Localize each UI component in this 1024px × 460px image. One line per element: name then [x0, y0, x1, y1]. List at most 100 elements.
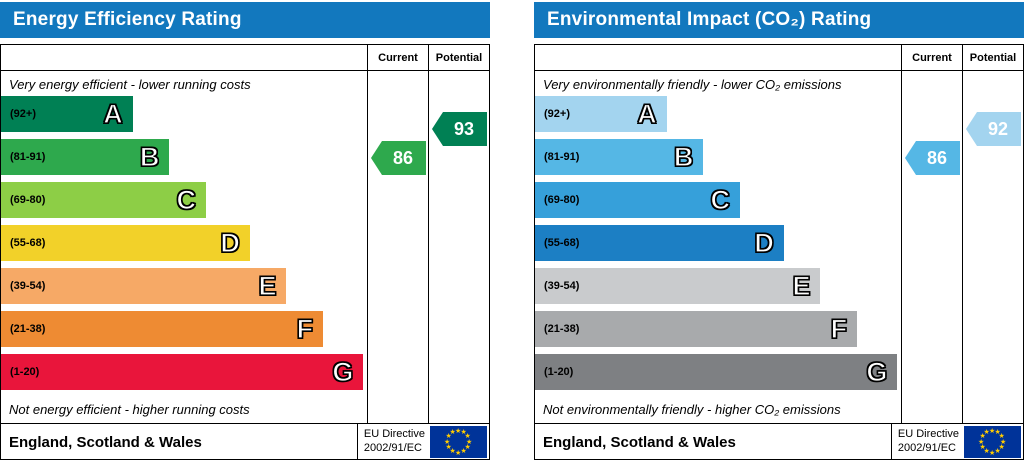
- eu-flag-star: ★: [455, 449, 462, 457]
- column-header-spacer: [1, 45, 367, 70]
- eu-directive-group: EU Directive 2002/91/EC ★ ★ ★ ★ ★ ★ ★ ★ ★ ★ ★ ★: [356, 424, 489, 460]
- eu-directive-line1: EU Directive: [363, 428, 425, 441]
- eu-flag-star: ★: [989, 449, 996, 457]
- band-row: (21-38) F: [1, 311, 367, 354]
- top-note: Very energy efficient - lower running co…: [9, 77, 251, 92]
- epc-chart: Energy Efficiency Rating Current Potenti…: [0, 0, 490, 460]
- band-B: (81-91) B: [535, 139, 704, 175]
- band-area: Very energy efficient - lower running co…: [1, 71, 367, 423]
- eu-flag-star: ★: [994, 428, 1001, 436]
- eu-directive-label: EU Directive 2002/91/EC: [364, 428, 425, 456]
- band-row: (39-54) E: [535, 268, 901, 311]
- chart-title: Environmental Impact (CO₂) Rating: [547, 9, 872, 30]
- chart-header: Environmental Impact (CO₂) Rating: [534, 2, 1024, 38]
- band-range-label: (69-80): [544, 194, 580, 206]
- current-column-header: Current: [901, 45, 962, 70]
- band-range-label: (21-38): [10, 323, 46, 335]
- potential-rating-arrow: 93: [432, 112, 487, 146]
- band-row: (92+) A: [1, 96, 367, 139]
- band-letter: B: [139, 141, 160, 172]
- band-E: (39-54) E: [535, 268, 821, 304]
- eu-flag-star: ★: [989, 427, 996, 435]
- eu-flag-star: ★: [449, 428, 456, 436]
- current-rating-column: 86: [901, 71, 962, 423]
- eu-flag-icon: ★ ★ ★ ★ ★ ★ ★ ★ ★ ★ ★ ★: [964, 426, 1021, 458]
- band-row: (69-80) C: [535, 182, 901, 225]
- band-letter: E: [258, 270, 277, 301]
- band-range-label: (55-68): [10, 237, 46, 249]
- chart-table: Current Potential Very energy efficient …: [0, 44, 490, 460]
- eu-flag-star: ★: [464, 433, 471, 440]
- band-range-label: (21-38): [544, 323, 580, 335]
- band-row: (39-54) E: [1, 268, 367, 311]
- band-letter: D: [754, 227, 775, 258]
- band-row: (1-20) G: [1, 354, 367, 397]
- band-C: (69-80) C: [1, 182, 206, 218]
- band-row: (55-68) D: [535, 225, 901, 268]
- current-rating-column: 86: [367, 71, 428, 423]
- band-B: (81-91) B: [1, 139, 170, 175]
- eu-flag-star: ★: [998, 444, 1005, 451]
- eu-flag-star: ★: [449, 448, 456, 456]
- band-F: (21-38) F: [535, 311, 858, 347]
- bands: (92+) A (81-91) B (69-80) C (55-68) D (39-54) E (2…: [535, 96, 901, 397]
- band-letter: F: [830, 313, 848, 344]
- eu-flag-star: ★: [1000, 438, 1007, 446]
- eu-directive-line2: 2002/91/EC: [897, 442, 956, 454]
- band-range-label: (81-91): [10, 151, 46, 163]
- column-header-row: Current Potential: [535, 45, 1023, 71]
- band-E: (39-54) E: [1, 268, 287, 304]
- potential-column-header: Potential: [962, 45, 1023, 70]
- band-range-label: (92+): [10, 108, 36, 120]
- chart-footer: England, Scotland & Wales EU Directive 2…: [535, 423, 1023, 460]
- eu-flag-star: ★: [983, 428, 990, 436]
- eu-directive-label: EU Directive 2002/91/EC: [898, 428, 959, 456]
- band-letter: F: [296, 313, 314, 344]
- band-row: (92+) A: [535, 96, 901, 139]
- band-D: (55-68) D: [535, 225, 784, 261]
- eu-directive-line1: EU Directive: [897, 428, 959, 441]
- eu-flag-star: ★: [983, 448, 990, 456]
- potential-column-header: Potential: [428, 45, 489, 70]
- top-note: Very environmentally friendly - lower CO…: [543, 77, 842, 92]
- eu-flag-star: ★: [444, 438, 451, 446]
- current-rating-arrow: 86: [905, 141, 960, 175]
- band-range-label: (39-54): [10, 280, 46, 292]
- band-range-label: (81-91): [544, 151, 580, 163]
- current-rating-value: 86: [392, 147, 414, 168]
- chart-table: Current Potential Very environmentally f…: [534, 44, 1024, 460]
- eu-flag-star: ★: [460, 448, 467, 456]
- current-rating-arrow: 86: [371, 141, 426, 175]
- epc-chart: Environmental Impact (CO₂) Rating Curren…: [534, 0, 1024, 460]
- band-area: Very environmentally friendly - lower CO…: [535, 71, 901, 423]
- region-label: England, Scotland & Wales: [9, 433, 202, 451]
- potential-rating-column: 93: [428, 71, 489, 423]
- eu-flag-star: ★: [466, 438, 473, 446]
- band-letter: C: [176, 184, 197, 215]
- chart-header: Energy Efficiency Rating: [0, 2, 490, 38]
- band-A: (92+) A: [535, 96, 667, 132]
- band-row: (21-38) F: [535, 311, 901, 354]
- column-header-row: Current Potential: [1, 45, 489, 71]
- eu-directive-line2: 2002/91/EC: [363, 442, 422, 454]
- eu-flag-icon: ★ ★ ★ ★ ★ ★ ★ ★ ★ ★ ★ ★: [430, 426, 487, 458]
- band-row: (55-68) D: [1, 225, 367, 268]
- current-rating-value: 86: [926, 147, 948, 168]
- band-row: (1-20) G: [535, 354, 901, 397]
- bottom-note: Not environmentally friendly - higher CO…: [543, 402, 841, 417]
- band-F: (21-38) F: [1, 311, 324, 347]
- chart-body: Very energy efficient - lower running co…: [1, 71, 489, 423]
- potential-rating-arrow: 92: [966, 112, 1021, 146]
- eu-flag-star: ★: [998, 433, 1005, 440]
- band-range-label: (69-80): [10, 194, 46, 206]
- eu-flag-star: ★: [445, 433, 452, 440]
- band-C: (69-80) C: [535, 182, 740, 218]
- eu-flag-star: ★: [978, 438, 985, 446]
- band-letter: B: [673, 141, 694, 172]
- band-range-label: (92+): [544, 108, 570, 120]
- potential-rating-value: 93: [453, 118, 475, 139]
- chart-body: Very environmentally friendly - lower CO…: [535, 71, 1023, 423]
- bottom-note: Not energy efficient - higher running co…: [9, 402, 250, 417]
- band-letter: G: [332, 356, 354, 387]
